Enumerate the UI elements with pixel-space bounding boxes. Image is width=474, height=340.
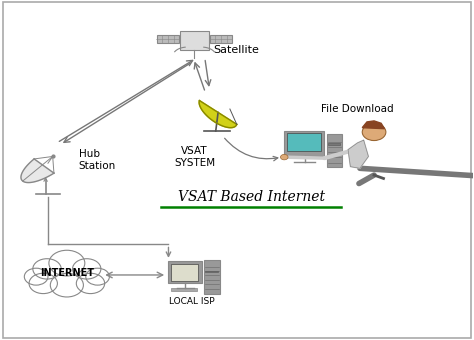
Text: VSAT Based Internet: VSAT Based Internet [178,190,325,204]
Bar [168,261,201,284]
Bar [210,35,232,43]
Bar [327,134,342,167]
Circle shape [86,268,109,285]
Bar [328,142,340,144]
Text: File Download: File Download [321,104,394,114]
Circle shape [29,273,57,294]
Bar [171,288,197,291]
Circle shape [50,273,83,297]
Circle shape [76,273,105,294]
Circle shape [49,250,85,276]
Bar [156,35,179,43]
Polygon shape [21,159,54,183]
Bar [284,131,324,156]
Text: Satellite: Satellite [213,45,259,55]
Bar [171,265,198,281]
Circle shape [24,268,48,285]
Circle shape [73,259,101,279]
Circle shape [281,154,288,160]
Circle shape [33,259,61,279]
Bar [205,271,218,272]
Polygon shape [362,121,384,129]
Bar [287,133,320,151]
Polygon shape [199,101,237,128]
Polygon shape [348,140,368,168]
Text: Hub
Station: Hub Station [79,149,116,171]
Text: VSAT
SYSTEM: VSAT SYSTEM [174,146,215,168]
Text: INTERNET: INTERNET [40,268,94,278]
Circle shape [362,124,386,140]
Bar [180,31,209,50]
Text: LOCAL ISP: LOCAL ISP [169,297,215,306]
Bar [204,260,220,294]
